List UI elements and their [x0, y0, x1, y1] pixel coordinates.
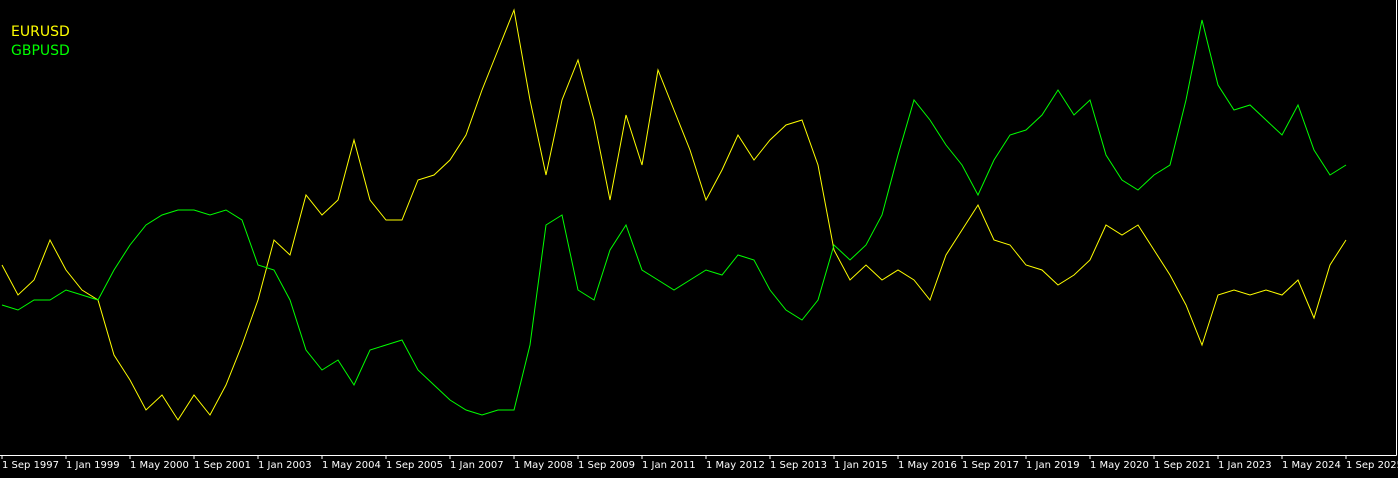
- x-tick-label: 1 Jan 2007: [450, 460, 504, 471]
- x-tick-label: 1 Sep 1997: [2, 460, 59, 471]
- x-tick-label: 1 Sep 2021: [1154, 460, 1211, 471]
- x-tick-label: 1 May 2016: [898, 460, 957, 471]
- line: [1, 8, 1347, 421]
- line: [1, 19, 1347, 416]
- x-tick-label: 1 May 2008: [514, 460, 573, 471]
- x-tick-label: 1 Jan 2023: [1218, 460, 1272, 471]
- x-tick-label: 1 Sep 2013: [770, 460, 827, 471]
- x-tick-label: 1 May 2004: [322, 460, 381, 471]
- x-tick-label: 1 Sep 2009: [578, 460, 635, 471]
- x-tick-label: 1 Sep 2017: [962, 460, 1019, 471]
- x-tick-label: 1 Jan 2011: [642, 460, 696, 471]
- x-tick-label: 1 May 2000: [130, 460, 189, 471]
- x-tick-label: 1 Jan 2015: [834, 460, 888, 471]
- x-tick-label: 1 Sep 2005: [386, 460, 443, 471]
- legend-entry: GBPUSD: [11, 43, 70, 59]
- x-tick-label: 1 Jan 1999: [66, 460, 120, 471]
- x-tick-label: 1 Jan 2003: [258, 460, 312, 471]
- x-tick-label: 1 Sep 2025: [1346, 460, 1398, 471]
- x-tick-label: 1 May 2020: [1090, 460, 1149, 471]
- x-tick-label: 1 May 2024: [1282, 460, 1341, 471]
- x-tick-label: 1 Sep 2001: [194, 460, 251, 471]
- x-tick-label: 1 Jan 2019: [1026, 460, 1080, 471]
- x-tick-label: 1 May 2012: [706, 460, 765, 471]
- legend-entry: EURUSD: [11, 24, 70, 40]
